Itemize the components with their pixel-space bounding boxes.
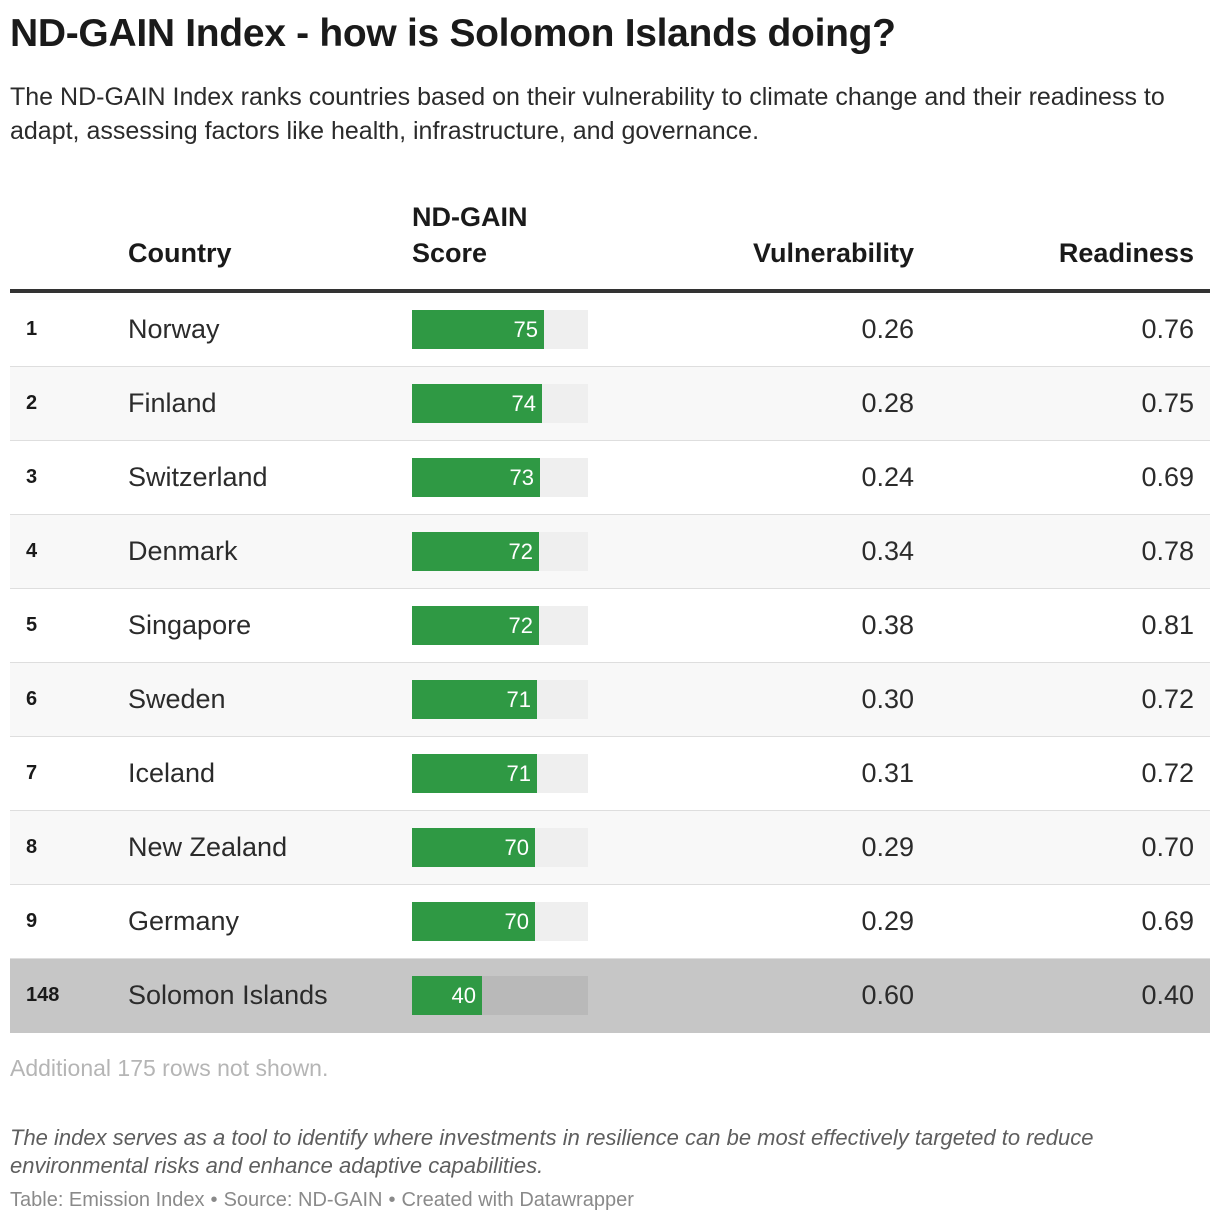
table-row: 9 Germany 70 0.29 0.69 bbox=[10, 885, 1210, 959]
score-bar-track: 70 bbox=[412, 828, 588, 867]
readiness-cell: 0.76 bbox=[1141, 314, 1194, 344]
score-bar-track: 73 bbox=[412, 458, 588, 497]
table-row: 2 Finland 74 0.28 0.75 bbox=[10, 367, 1210, 441]
country-cell: Switzerland bbox=[128, 462, 268, 492]
table-header: Country ND-GAIN Score Vulnerability Read… bbox=[10, 196, 1210, 293]
table-row: 7 Iceland 71 0.31 0.72 bbox=[10, 737, 1210, 811]
country-cell: Sweden bbox=[128, 684, 226, 714]
vulnerability-cell: 0.28 bbox=[861, 388, 914, 418]
table-row: 1 Norway 75 0.26 0.76 bbox=[10, 293, 1210, 367]
footer-source-link[interactable]: Source: ND-GAIN bbox=[223, 1189, 383, 1211]
score-bar-label: 72 bbox=[508, 539, 533, 564]
score-bar: 70 bbox=[412, 828, 535, 867]
column-header-score-line1: ND-GAIN bbox=[412, 202, 528, 232]
table-row: 4 Denmark 72 0.34 0.78 bbox=[10, 515, 1210, 589]
chart-footer: Table: Emission Index • Source: ND-GAIN • Cr… bbox=[10, 1189, 634, 1212]
ndgain-table: Country ND-GAIN Score Vulnerability Read… bbox=[10, 196, 1210, 1033]
readiness-cell: 0.70 bbox=[1141, 832, 1194, 862]
score-bar-label: 75 bbox=[513, 317, 538, 342]
vulnerability-cell: 0.29 bbox=[861, 832, 914, 862]
footer-datawrapper-link[interactable]: Created with Datawrapper bbox=[401, 1189, 634, 1211]
score-bar-label: 72 bbox=[508, 613, 533, 638]
score-bar: 72 bbox=[412, 606, 539, 645]
readiness-cell: 0.78 bbox=[1141, 536, 1194, 566]
vulnerability-cell: 0.60 bbox=[861, 980, 914, 1010]
rank-cell: 3 bbox=[26, 466, 38, 488]
table-notes: Additional 175 rows not shown. bbox=[10, 1055, 329, 1081]
chart-subtitle: The ND-GAIN Index ranks countries based … bbox=[10, 83, 1165, 145]
country-cell: Solomon Islands bbox=[128, 980, 328, 1010]
score-bar-label: 40 bbox=[451, 983, 476, 1008]
vulnerability-cell: 0.31 bbox=[861, 758, 914, 788]
country-cell: Denmark bbox=[128, 536, 238, 566]
score-bar-label: 71 bbox=[506, 687, 531, 712]
rank-cell: 148 bbox=[26, 984, 60, 1006]
score-bar-track: 71 bbox=[412, 754, 588, 793]
score-bar-track: 72 bbox=[412, 606, 588, 645]
readiness-cell: 0.40 bbox=[1141, 980, 1194, 1010]
vulnerability-cell: 0.24 bbox=[861, 462, 914, 492]
country-cell: New Zealand bbox=[128, 832, 288, 862]
score-bar: 74 bbox=[412, 384, 542, 423]
column-header-country[interactable]: Country bbox=[128, 238, 232, 268]
rank-cell: 1 bbox=[26, 318, 38, 340]
readiness-cell: 0.72 bbox=[1141, 758, 1194, 788]
readiness-cell: 0.72 bbox=[1141, 684, 1194, 714]
table-row: 5 Singapore 72 0.38 0.81 bbox=[10, 589, 1210, 663]
column-header-vulnerability[interactable]: Vulnerability bbox=[752, 238, 914, 268]
score-bar-label: 74 bbox=[511, 391, 536, 416]
score-bar-label: 71 bbox=[506, 761, 531, 786]
score-bar-track: 74 bbox=[412, 384, 588, 423]
country-cell: Finland bbox=[128, 388, 217, 418]
rank-cell: 4 bbox=[26, 540, 38, 562]
score-bar: 73 bbox=[412, 458, 540, 497]
score-bar-track: 75 bbox=[412, 310, 588, 349]
country-cell: Norway bbox=[128, 314, 220, 344]
table-body: 1 Norway 75 0.26 0.76 2 Finland 74 0.28 0.75 3 Swit… bbox=[10, 293, 1210, 1033]
vulnerability-cell: 0.30 bbox=[861, 684, 914, 714]
score-bar-label: 70 bbox=[504, 835, 529, 860]
readiness-cell: 0.69 bbox=[1141, 462, 1194, 492]
readiness-cell: 0.69 bbox=[1141, 906, 1194, 936]
score-bar-label: 73 bbox=[509, 465, 534, 490]
chart-title: ND-GAIN Index - how is Solomon Islands d… bbox=[10, 12, 896, 55]
rank-cell: 8 bbox=[26, 836, 38, 858]
country-cell: Germany bbox=[128, 906, 240, 936]
score-bar-label: 70 bbox=[504, 909, 529, 934]
readiness-cell: 0.75 bbox=[1141, 388, 1194, 418]
country-cell: Singapore bbox=[128, 610, 252, 640]
vulnerability-cell: 0.34 bbox=[861, 536, 914, 566]
rank-cell: 6 bbox=[26, 688, 38, 710]
score-bar: 70 bbox=[412, 902, 535, 941]
vulnerability-cell: 0.26 bbox=[861, 314, 914, 344]
footer-table-name: Table: Emission Index bbox=[10, 1189, 205, 1211]
rank-cell: 2 bbox=[26, 392, 38, 414]
score-bar-track: 40 bbox=[412, 976, 588, 1015]
score-bar-track: 70 bbox=[412, 902, 588, 941]
score-bar: 71 bbox=[412, 754, 537, 793]
rank-cell: 5 bbox=[26, 614, 38, 636]
table-row: 8 New Zealand 70 0.29 0.70 bbox=[10, 811, 1210, 885]
score-bar: 72 bbox=[412, 532, 539, 571]
vulnerability-cell: 0.29 bbox=[861, 906, 914, 936]
country-cell: Iceland bbox=[128, 758, 216, 788]
column-header-score-line2: Score bbox=[412, 238, 488, 268]
score-bar-track: 72 bbox=[412, 532, 588, 571]
footer-separator: • bbox=[210, 1189, 218, 1211]
score-bar-track: 71 bbox=[412, 680, 588, 719]
score-bar: 40 bbox=[412, 976, 482, 1015]
chart-description: The index serves as a tool to identify w… bbox=[10, 1125, 1094, 1178]
score-bar: 71 bbox=[412, 680, 537, 719]
column-header-readiness[interactable]: Readiness bbox=[1058, 238, 1194, 268]
column-header-score[interactable]: ND-GAIN Score bbox=[412, 199, 632, 271]
rank-cell: 9 bbox=[26, 910, 38, 932]
footer-separator: • bbox=[388, 1189, 396, 1211]
vulnerability-cell: 0.38 bbox=[861, 610, 914, 640]
rank-cell: 7 bbox=[26, 762, 38, 784]
score-bar: 75 bbox=[412, 310, 544, 349]
table-row-highlighted: 148 Solomon Islands 40 0.60 0.40 bbox=[10, 959, 1210, 1033]
table-row: 3 Switzerland 73 0.24 0.69 bbox=[10, 441, 1210, 515]
readiness-cell: 0.81 bbox=[1141, 610, 1194, 640]
table-row: 6 Sweden 71 0.30 0.72 bbox=[10, 663, 1210, 737]
